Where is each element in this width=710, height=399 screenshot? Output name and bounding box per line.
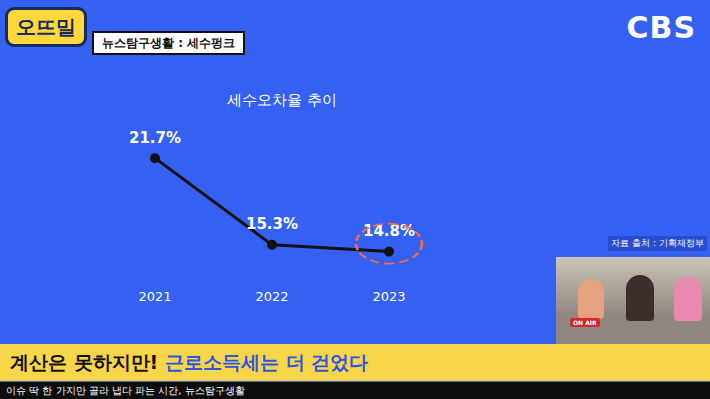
html-text:자료 출처 : 기획재정부: 자료 출처 : 기획재정부 xyxy=(611,238,704,248)
html-text:계산은 못하지만! 근로소득세는 더 걷었다: 계산은 못하지만! 근로소득세는 더 걷었다 xyxy=(10,351,369,373)
html-text:이슈 딱 한 가지만 골라 냅다 파는 시간, 뉴스탐구생활: 이슈 딱 한 가지만 골라 냅다 파는 시간, 뉴스탐구생활 xyxy=(6,385,245,396)
svg-text:15.3%: 15.3% xyxy=(246,215,298,233)
html-text:ON AIR: ON AIR xyxy=(573,319,597,326)
svg-text:2021: 2021 xyxy=(138,289,171,304)
html-text:오뜨밀: 오뜨밀 xyxy=(16,15,76,39)
svg-text:세수오차율 추이: 세수오차율 추이 xyxy=(227,91,337,109)
svg-text:2023: 2023 xyxy=(372,289,405,304)
svg-text:14.8%: 14.8% xyxy=(363,222,415,240)
html-text:CBS: CBS xyxy=(626,10,696,45)
html-text:뉴스탐구생활 : 세수펑크: 뉴스탐구생활 : 세수펑크 xyxy=(102,36,236,50)
svg-text:2022: 2022 xyxy=(255,289,288,304)
svg-text:21.7%: 21.7% xyxy=(129,129,181,147)
